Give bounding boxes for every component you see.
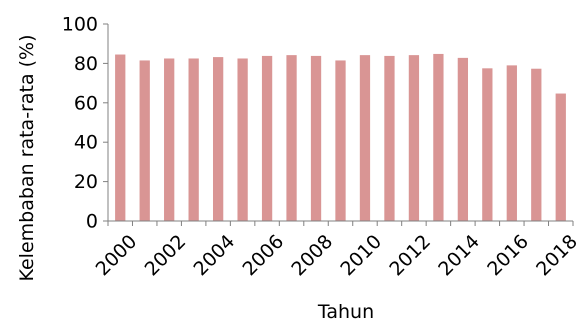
y-tick-label-0: 0 — [86, 211, 98, 233]
y-tick-label-100: 100 — [62, 14, 98, 36]
x-axis-title: Tahun — [317, 301, 374, 323]
bar-2007 — [286, 55, 297, 221]
bar-2004 — [212, 57, 224, 221]
bar-2011 — [384, 55, 395, 221]
y-tick-label-40: 40 — [74, 132, 98, 154]
bar-2012 — [408, 55, 420, 221]
bar-2009 — [335, 60, 346, 222]
bar-2000 — [115, 54, 126, 221]
bar-2015 — [482, 68, 493, 221]
x-tick-label-2010: 2010 — [336, 231, 386, 281]
x-tick-label-2004: 2004 — [190, 231, 240, 281]
x-tick-label-2018: 2018 — [532, 231, 579, 281]
bar-2006 — [261, 55, 273, 221]
bar-2010 — [359, 55, 371, 221]
x-tick-label-2006: 2006 — [238, 231, 288, 281]
x-tick-label-2000: 2000 — [92, 231, 142, 281]
plot-area — [107, 24, 573, 222]
x-axis-ticks: 2000 2002 2004 2006 2008 2010 2012 2014 2016 2018 — [92, 221, 579, 280]
bar-2017 — [531, 68, 542, 221]
bar-2008 — [310, 55, 322, 221]
y-axis-title: Kelembaban rata-rata (%) — [16, 34, 38, 281]
bar-2013 — [433, 53, 444, 221]
bar-2003 — [188, 58, 199, 222]
y-axis-ticks: 0 20 40 60 80 100 — [62, 14, 108, 233]
bar-2016 — [506, 65, 517, 222]
bar-2001 — [139, 60, 150, 222]
bar-2014 — [457, 57, 469, 221]
x-tick-label-2002: 2002 — [141, 231, 191, 281]
y-tick-label-20: 20 — [74, 171, 98, 193]
bar-2002 — [164, 58, 175, 222]
y-tick-label-80: 80 — [74, 53, 98, 75]
x-tick-label-2008: 2008 — [287, 231, 337, 281]
x-tick-label-2012: 2012 — [385, 231, 435, 281]
x-tick-label-2016: 2016 — [483, 231, 533, 281]
bar-2005 — [237, 58, 248, 222]
bar-2018 — [555, 93, 566, 221]
x-tick-label-2014: 2014 — [434, 231, 484, 281]
y-tick-label-60: 60 — [74, 92, 98, 114]
